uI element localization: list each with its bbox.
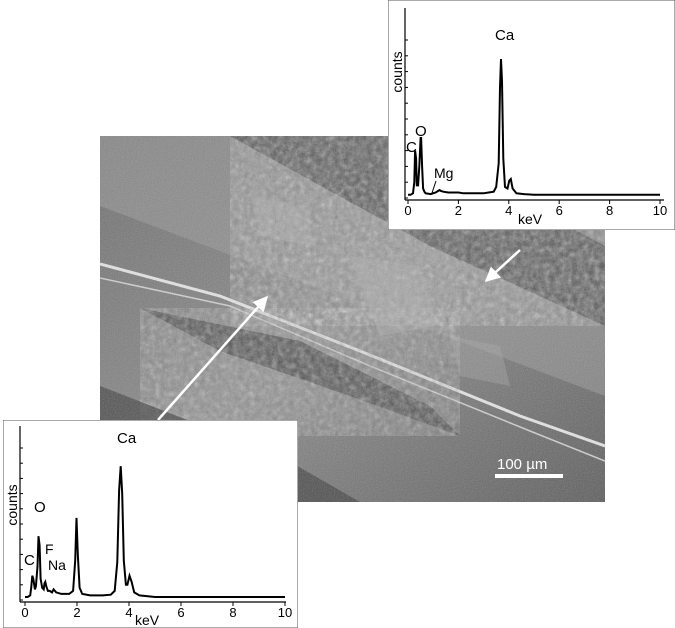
peak-label-mg: Mg <box>434 165 453 181</box>
axes <box>19 426 286 603</box>
x-tick-label: 10 <box>653 203 667 218</box>
x-tick-label: 8 <box>229 605 236 620</box>
scale-bar-label: 100 µm <box>497 456 547 473</box>
x-tick-label: 10 <box>278 605 292 620</box>
x-tick-label: 2 <box>73 605 80 620</box>
peak-label-ca: Ca <box>495 27 515 44</box>
peak-pointer-mg <box>431 180 437 194</box>
scale-bar <box>495 474 563 478</box>
peak-label-na: Na <box>48 557 66 573</box>
x-tick-label: 2 <box>455 203 462 218</box>
peak-label-o: O <box>34 499 46 516</box>
x-tick-label: 6 <box>556 203 563 218</box>
peak-label-c: C <box>406 139 417 156</box>
peak-label-c: C <box>24 552 35 569</box>
x-tick-label: 0 <box>21 605 28 620</box>
y-axis-label: counts <box>4 484 20 525</box>
x-axis-label: keV <box>518 211 543 227</box>
x-tick-label: 0 <box>404 203 411 218</box>
spectrum-line <box>408 58 660 196</box>
x-tick-label: 4 <box>125 605 132 620</box>
peak-label-f: F <box>45 541 54 557</box>
spectrum-line <box>25 466 285 598</box>
peak-label-o: O <box>415 123 427 140</box>
x-axis-label: keV <box>135 612 160 628</box>
x-tick-label: 8 <box>606 203 613 218</box>
x-tick-label: 6 <box>177 605 184 620</box>
eds-spectrum-top: 0 2 4 6 8 10 counts keV Ca C O Mg <box>388 0 675 230</box>
x-tick-label: 4 <box>505 203 512 218</box>
eds-spectrum-bottom: 0 2 4 6 8 10 counts keV Ca C O F Na <box>3 420 298 628</box>
y-axis-label: counts <box>389 51 405 92</box>
peak-label-ca: Ca <box>117 430 137 447</box>
